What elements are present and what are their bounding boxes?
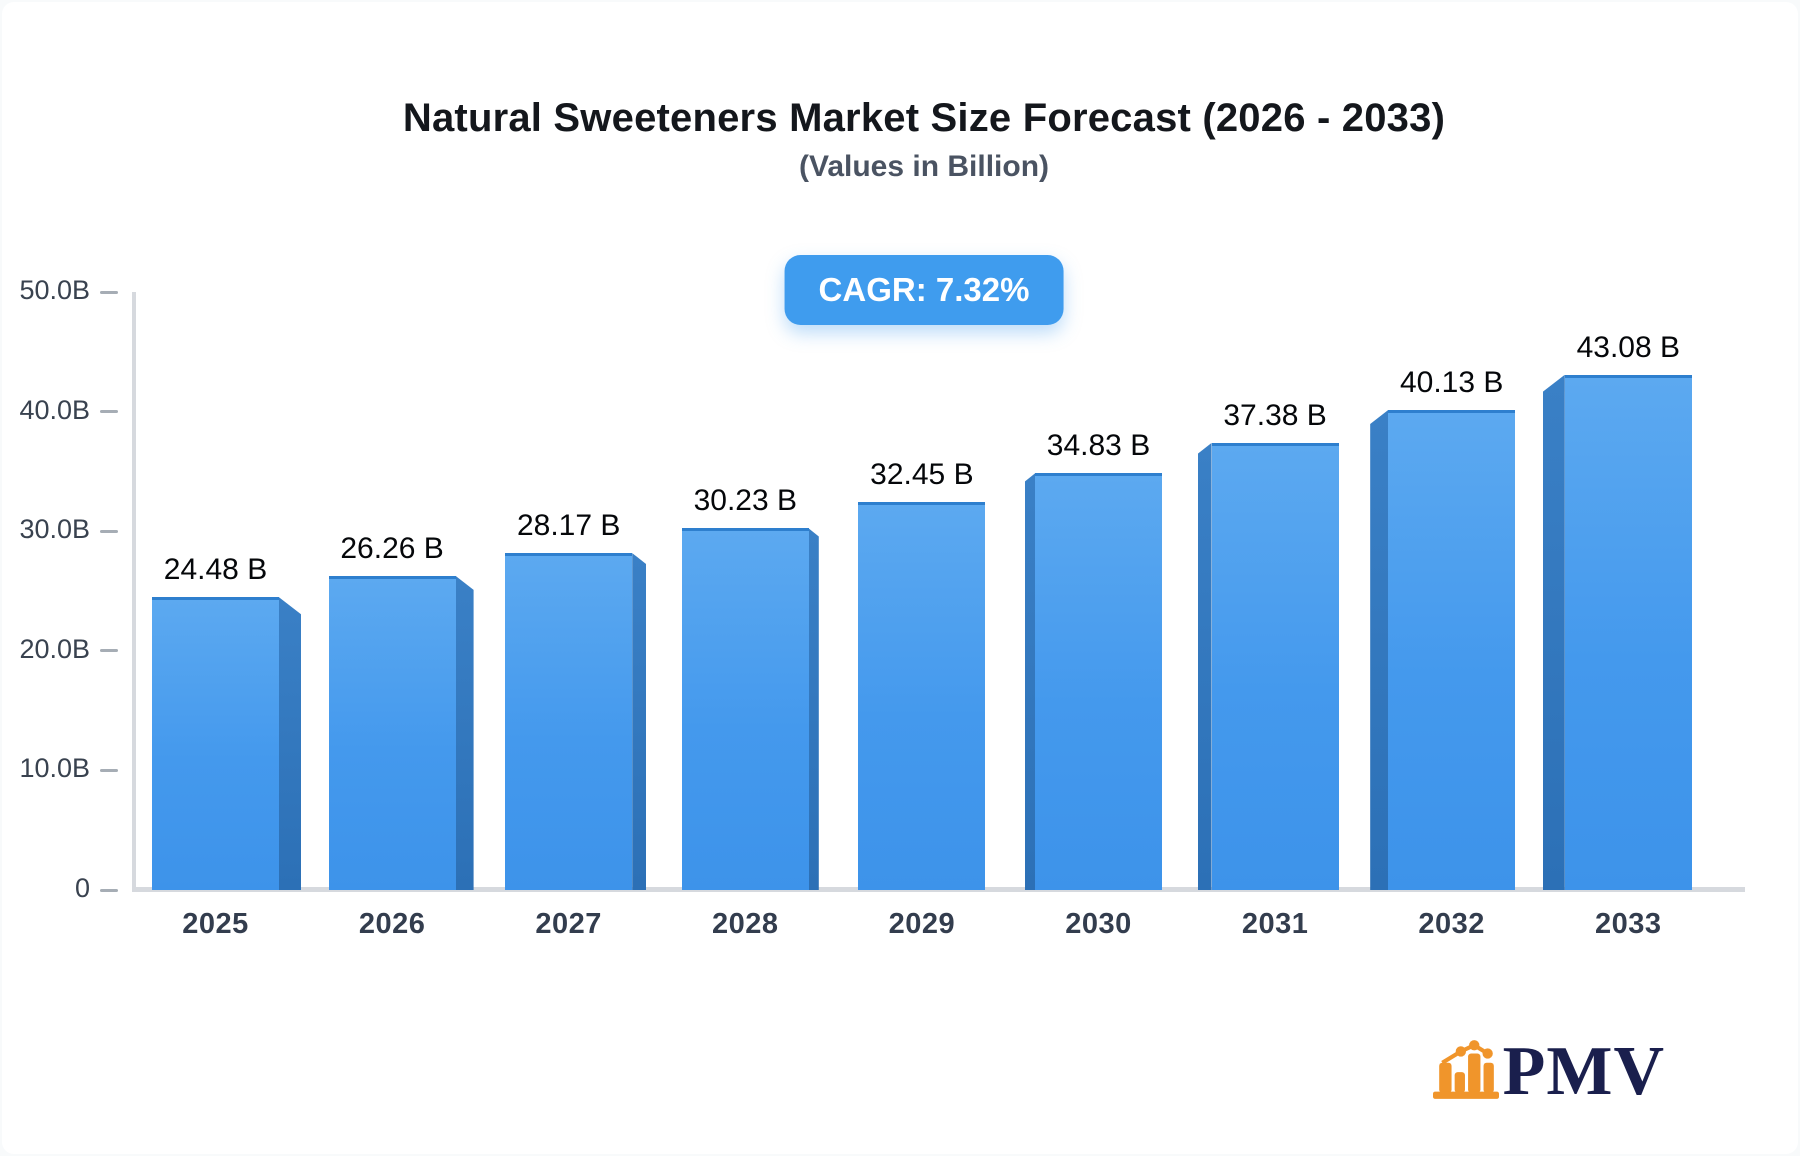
bar-chart-logo-icon [1432,1040,1499,1099]
bar-side-2025 [279,597,301,890]
y-tick-label: 30.0B [19,514,90,545]
bar-side-2026 [455,575,474,890]
bar-value-label: 43.08 B [1576,330,1680,364]
y-tick-dash [100,649,118,653]
y-tick-label: 10.0B [19,753,90,784]
bar-2031 [1211,442,1339,890]
y-tick-label: 40.0B [19,394,90,425]
bar-2029 [858,501,986,890]
bar-value-label: 40.13 B [1399,366,1504,400]
pmv-logo: PMV [1432,1032,1665,1110]
x-tick-label: 2025 [182,908,249,940]
x-tick-label: 2033 [1595,908,1662,940]
x-tick-label: 2031 [1241,908,1309,940]
chart-subtitle: (Values in Billion) [798,150,1050,183]
bar-2033 [1564,374,1692,890]
bar-value-label: 26.26 B [340,531,444,565]
bar-value-label: 34.83 B [1046,429,1151,463]
bar-2028 [681,528,809,890]
y-tick-dash [100,529,118,533]
bar-side-2032 [1370,410,1389,890]
cagr-badge: CAGR: 7.32% [784,255,1064,325]
x-tick-label: 2030 [1065,908,1132,940]
bar-2032 [1388,410,1516,890]
bar-value-label: 30.23 B [693,484,797,518]
x-tick-label: 2027 [535,908,602,940]
bar-side-2030 [1025,473,1035,890]
bar-side-2033 [1542,374,1565,890]
x-tick-label: 2029 [888,908,956,940]
bar-side-2027 [632,553,647,890]
bar-value-label: 28.17 B [516,509,621,543]
y-axis-line [132,292,136,892]
x-tick-label: 2028 [712,908,779,940]
bar-2025 [152,597,279,890]
bar-side-2028 [808,528,819,890]
y-tick-dash [100,768,118,772]
bar-side-2031 [1197,442,1212,890]
bar-2026 [328,575,456,890]
y-tick-label: 20.0B [19,633,90,664]
y-tick-dash [100,888,118,892]
page-title: Natural Sweeteners Market Size Forecast … [402,96,1446,140]
cagr-badge-label: CAGR: 7.32% [818,271,1030,308]
bar-2030 [1035,473,1162,890]
pmv-logo-text: PMV [1502,1032,1665,1110]
x-tick-label: 2032 [1418,908,1485,940]
y-tick-label: 0 [74,873,90,903]
y-tick-dash [100,290,118,294]
bar-value-label: 37.38 B [1223,398,1327,432]
bar-2027 [505,553,633,890]
y-tick-label: 50.0B [19,275,90,305]
bar-value-label: 32.45 B [870,457,974,491]
x-tick-label: 2026 [358,908,426,940]
bar-value-label: 24.48 B [163,553,268,587]
y-tick-dash [100,410,118,414]
